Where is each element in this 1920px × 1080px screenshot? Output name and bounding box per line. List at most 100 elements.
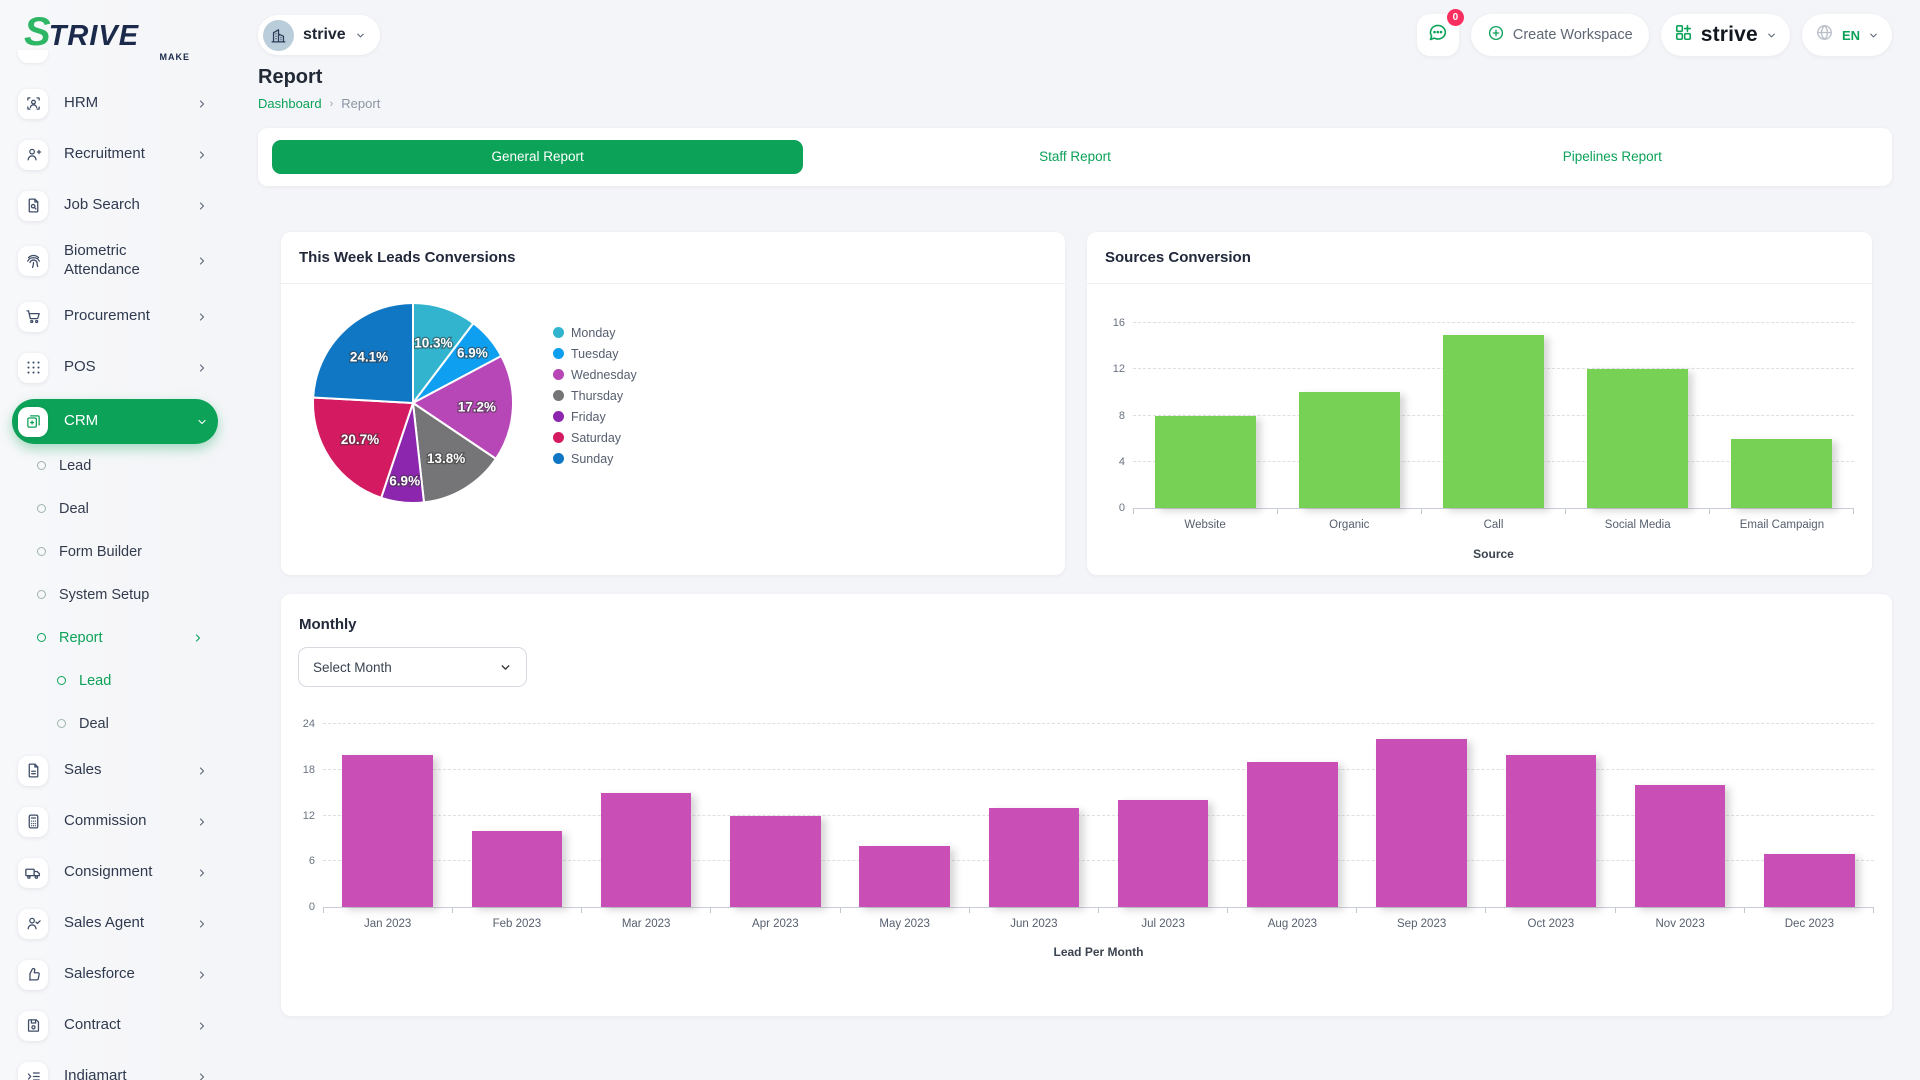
x-tick-label: Aug 2023 xyxy=(1267,918,1317,930)
sidebar-item-pos[interactable]: POS xyxy=(12,342,218,393)
bar-apr-2023 xyxy=(730,815,821,907)
legend-dot-icon xyxy=(553,411,564,422)
tab-staff-report[interactable]: Staff Report xyxy=(1039,149,1111,164)
bar-oct-2023 xyxy=(1505,754,1597,907)
logo-text: TRIVE xyxy=(48,20,140,52)
language-selector[interactable]: EN xyxy=(1801,14,1892,56)
tab-pipelines-report[interactable]: Pipelines Report xyxy=(1562,149,1662,164)
chevron-down-icon xyxy=(1868,30,1879,41)
commission-icon xyxy=(18,806,48,837)
x-tick-label: Mar 2023 xyxy=(621,918,671,930)
grid-plus-icon xyxy=(1674,23,1693,47)
weekly-leads-chart: 10.3% 6.9% 17.2% 13.8% 6.9% 20.7% 24.1% Monday… xyxy=(281,284,1065,574)
workspace-switcher[interactable]: strive xyxy=(258,15,380,55)
salesforce-icon xyxy=(18,959,48,990)
chevron-right-icon xyxy=(192,632,204,644)
create-workspace-button[interactable]: Create Workspace xyxy=(1470,14,1649,56)
workspace-name: strive xyxy=(303,26,346,43)
x-tick-label: Jun 2023 xyxy=(1010,918,1058,930)
sidebar-item-consignment[interactable]: Consignment xyxy=(12,847,218,898)
sidebar-subitem-label: Lead xyxy=(59,457,92,474)
sidebar-item-recruitment[interactable]: Recruitment xyxy=(12,129,218,180)
sidebar-item-label: Consignment xyxy=(64,863,153,881)
strive-logo: S TRIVE MAKE xyxy=(0,0,230,64)
sidebar-item-contract[interactable]: Contract xyxy=(12,1000,218,1051)
legend-item-wednesday: Wednesday xyxy=(553,364,637,385)
pie-slice-wednesday xyxy=(412,355,514,460)
bar-slot xyxy=(1133,323,1277,508)
sidebar-item-sales[interactable]: Sales xyxy=(12,745,218,796)
gridline xyxy=(1133,322,1854,323)
sidebar-subitem-label: Form Builder xyxy=(59,543,142,560)
main-area: strive 0 Create Workspace xyxy=(230,0,1920,1080)
sidebar-item-biometric-attendance[interactable]: Biometric Attendance xyxy=(12,231,218,291)
bar-dec-2023 xyxy=(1764,853,1855,907)
sidebar-item-deal[interactable]: Deal xyxy=(12,487,218,530)
breadcrumb-current: Report xyxy=(341,96,381,111)
sidebar-item-system-setup[interactable]: System Setup xyxy=(12,573,218,616)
axis-tick xyxy=(1743,908,1745,913)
sidebar-item-deal[interactable]: Deal xyxy=(12,702,218,745)
sidebar-item-lead[interactable]: Lead xyxy=(12,659,218,702)
x-tick-label: Apr 2023 xyxy=(752,918,799,930)
chevron-down-icon xyxy=(499,661,512,674)
y-tick-label: 12 xyxy=(1112,363,1125,376)
bars xyxy=(1133,323,1854,508)
sidebar-item-hrm[interactable]: HRM xyxy=(12,78,218,129)
messages-button[interactable]: 0 xyxy=(1416,9,1464,56)
sidebar-subitem-label: System Setup xyxy=(59,586,150,603)
bar-slot xyxy=(1277,323,1421,508)
chevron-right-icon xyxy=(196,149,208,161)
sidebar-item-sales-agent[interactable]: Sales Agent xyxy=(12,898,218,949)
bar-slot xyxy=(1616,724,1745,907)
sidebar-item-report[interactable]: Report xyxy=(12,616,218,659)
sidebar-item-job-search[interactable]: Job Search xyxy=(12,180,218,231)
axis-tick xyxy=(452,908,454,913)
x-tick-label: Website xyxy=(1184,519,1226,531)
y-tick-label: 0 xyxy=(1118,502,1125,514)
chevron-down-icon xyxy=(355,30,366,41)
bar-slot xyxy=(1486,724,1615,907)
monthly-card: Monthly Select Month 0 6 12 18 24 Jan 2023 Fe… xyxy=(281,594,1892,1016)
bar-jun-2023 xyxy=(988,807,1080,907)
sidebar-item-procurement[interactable]: Procurement xyxy=(12,291,218,342)
axis-tick xyxy=(968,908,970,913)
bar-social-media xyxy=(1587,369,1689,508)
sidebar-item-label: Sales Agent xyxy=(64,914,145,932)
hrm-icon xyxy=(18,88,48,119)
select-month-dropdown[interactable]: Select Month xyxy=(298,647,527,687)
legend-dot-icon xyxy=(553,327,564,338)
gridline xyxy=(323,768,1874,770)
bar-aug-2023 xyxy=(1247,762,1338,907)
x-tick-label: Dec 2023 xyxy=(1784,918,1834,930)
sidebar-item-form-builder[interactable]: Form Builder xyxy=(12,530,218,573)
sidebar-item-lead[interactable]: Lead xyxy=(12,444,218,487)
brand-menu[interactable]: strive xyxy=(1660,14,1790,56)
sidebar-item-indiamart[interactable]: Indiamart xyxy=(12,1051,218,1080)
x-tick-label: Oct 2023 xyxy=(1527,918,1575,930)
chevron-right-icon xyxy=(196,255,208,267)
logo-s-glyph: S xyxy=(24,10,51,54)
charts-row: This Week Leads Conversions 10.3% 6.9% 17.… xyxy=(281,232,1872,575)
x-axis-labels: Website Organic Call Social Media Email Camp… xyxy=(1133,519,1854,531)
sidebar-item-commission[interactable]: Commission xyxy=(12,796,218,847)
x-tick-label: Sep 2023 xyxy=(1397,918,1447,930)
legend-dot-icon xyxy=(553,348,564,359)
axis-tick xyxy=(1565,509,1566,514)
messages-badge: 0 xyxy=(1446,9,1464,26)
tab-general-report[interactable]: General Report xyxy=(272,140,804,174)
axis-tick xyxy=(1277,509,1278,514)
legend-dot-icon xyxy=(553,369,564,380)
sidebar-item-label: Indiamart xyxy=(64,1067,127,1080)
legend-label: Wednesday xyxy=(571,367,637,382)
axis-tick xyxy=(1872,908,1874,913)
legend-label: Saturday xyxy=(571,430,622,445)
breadcrumb-dashboard-link[interactable]: Dashboard xyxy=(258,96,322,111)
sidebar-item-salesforce[interactable]: Salesforce xyxy=(12,949,218,1000)
plus-circle-icon xyxy=(1487,24,1505,46)
bar-slot xyxy=(1421,323,1565,508)
page-title: Report xyxy=(258,66,323,88)
pie-slice-value: 20.7% xyxy=(341,432,379,447)
x-tick-label: Organic xyxy=(1329,519,1370,531)
sidebar-item-crm[interactable]: CRM xyxy=(12,399,218,444)
